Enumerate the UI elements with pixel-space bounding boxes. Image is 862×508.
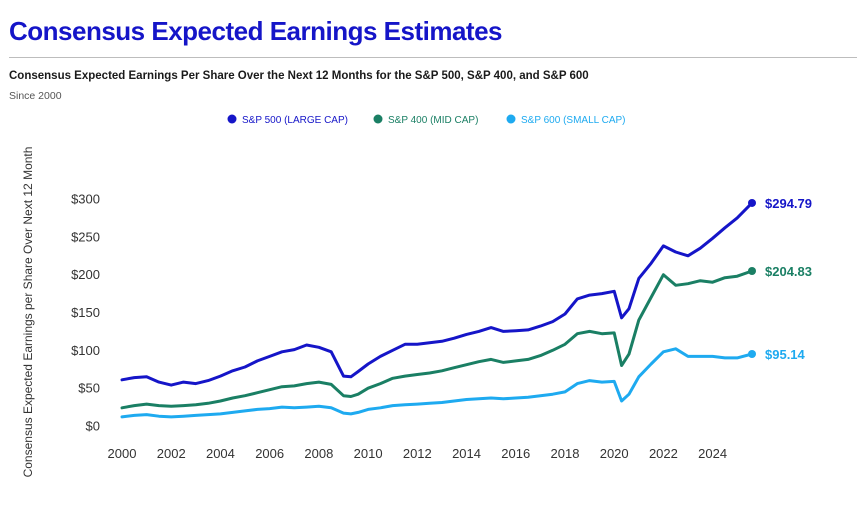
x-tick-label: 2024 <box>698 446 727 461</box>
x-tick-label: 2004 <box>206 446 235 461</box>
chart-legend: S&P 500 (LARGE CAP) S&P 400 (MID CAP) S&P … <box>227 114 626 126</box>
series-line-2 <box>120 347 754 419</box>
series-end-point <box>748 350 756 359</box>
x-tick-label: 2014 <box>452 446 481 461</box>
series-end-label: $95.14 <box>765 347 806 362</box>
x-tick-label: 2016 <box>501 446 530 461</box>
series-end-label: $204.83 <box>765 264 812 279</box>
chart-since-note: Since 2000 <box>9 90 62 102</box>
legend-marker <box>506 114 516 124</box>
series-end-label: $294.79 <box>765 196 812 211</box>
legend-label: S&P 500 (LARGE CAP) <box>242 115 348 126</box>
y-tick-label: $250 <box>71 229 100 244</box>
series-end-point <box>748 267 756 276</box>
x-tick-label: 2018 <box>551 446 580 461</box>
y-tick-label: $300 <box>71 192 100 207</box>
y-tick-label: $150 <box>71 305 100 320</box>
page-title: Consensus Expected Earnings Estimates <box>9 16 503 46</box>
x-tick-label: 2000 <box>108 446 137 461</box>
y-tick-label: $50 <box>78 381 100 396</box>
series-lines <box>120 201 754 419</box>
legend-marker <box>373 114 383 124</box>
divider <box>9 57 857 58</box>
series-line-1 <box>120 269 754 410</box>
y-tick-label: $0 <box>86 419 100 434</box>
legend-label: S&P 400 (MID CAP) <box>388 115 478 126</box>
y-axis-ticks: $0 $50 $100 $150 $200 $250 $300 <box>71 192 100 434</box>
series-line-0 <box>120 201 754 387</box>
y-tick-label: $100 <box>71 343 100 358</box>
chart-subtitle: Consensus Expected Earnings Per Share Ov… <box>9 70 589 82</box>
legend-marker <box>227 114 237 124</box>
x-axis-ticks: 2000 2002 2004 2006 2008 2010 2012 2014 2016 2018… <box>108 446 728 461</box>
series-endpoints: $294.79 $204.83 $95.14 <box>748 196 812 362</box>
legend-label: S&P 600 (SMALL CAP) <box>521 115 626 126</box>
series-end-point <box>748 198 756 207</box>
x-tick-label: 2022 <box>649 446 678 461</box>
x-tick-label: 2010 <box>354 446 383 461</box>
x-tick-label: 2008 <box>304 446 333 461</box>
x-tick-label: 2006 <box>255 446 284 461</box>
x-tick-label: 2012 <box>403 446 432 461</box>
y-tick-label: $200 <box>71 267 100 282</box>
x-tick-label: 2020 <box>600 446 629 461</box>
x-tick-label: 2002 <box>157 446 186 461</box>
